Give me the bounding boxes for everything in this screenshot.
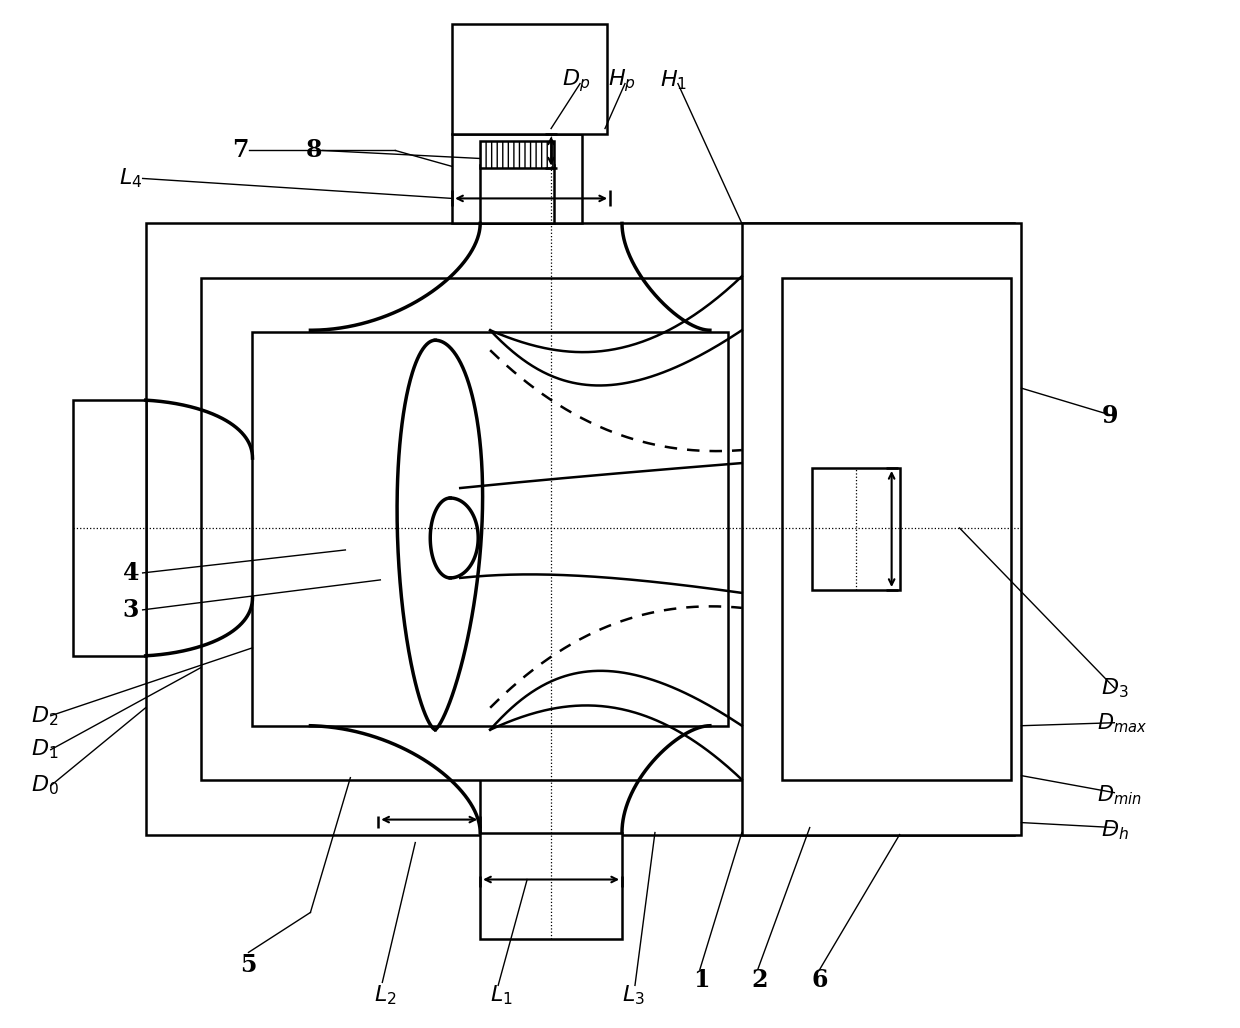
- Text: $D_{min}$: $D_{min}$: [1097, 783, 1142, 807]
- Text: $D_2$: $D_2$: [31, 704, 58, 728]
- Text: $H_1$: $H_1$: [660, 69, 687, 93]
- Bar: [201, 279, 961, 779]
- Text: $D_0$: $D_0$: [31, 774, 58, 798]
- Text: $D_1$: $D_1$: [31, 738, 58, 762]
- Bar: [453, 134, 582, 223]
- Text: 8: 8: [305, 139, 322, 162]
- Text: 5: 5: [241, 953, 257, 978]
- Text: $L_2$: $L_2$: [374, 984, 397, 1007]
- Text: 7: 7: [233, 139, 249, 162]
- Text: $L_1$: $L_1$: [490, 984, 513, 1007]
- Bar: [480, 141, 554, 169]
- Text: 1: 1: [693, 968, 709, 992]
- Bar: [812, 468, 900, 590]
- Text: 9: 9: [1101, 404, 1117, 428]
- Text: $D_3$: $D_3$: [1101, 676, 1128, 700]
- Text: $D_{max}$: $D_{max}$: [1097, 711, 1147, 735]
- Bar: [742, 223, 1022, 835]
- Text: $L_4$: $L_4$: [119, 167, 143, 190]
- Text: 3: 3: [123, 598, 139, 622]
- Text: 6: 6: [812, 968, 828, 992]
- Bar: [253, 332, 728, 726]
- Text: $D_h$: $D_h$: [1101, 818, 1130, 842]
- Bar: [73, 400, 145, 656]
- Text: 4: 4: [123, 561, 139, 585]
- Bar: [145, 223, 1014, 835]
- Bar: [453, 24, 608, 134]
- Bar: [480, 166, 554, 223]
- Bar: [480, 833, 622, 940]
- Text: $H_p$: $H_p$: [608, 67, 636, 94]
- Text: 2: 2: [751, 968, 769, 992]
- Text: $D_p$: $D_p$: [562, 67, 590, 94]
- Bar: [781, 279, 1012, 779]
- Text: $L_3$: $L_3$: [622, 984, 645, 1007]
